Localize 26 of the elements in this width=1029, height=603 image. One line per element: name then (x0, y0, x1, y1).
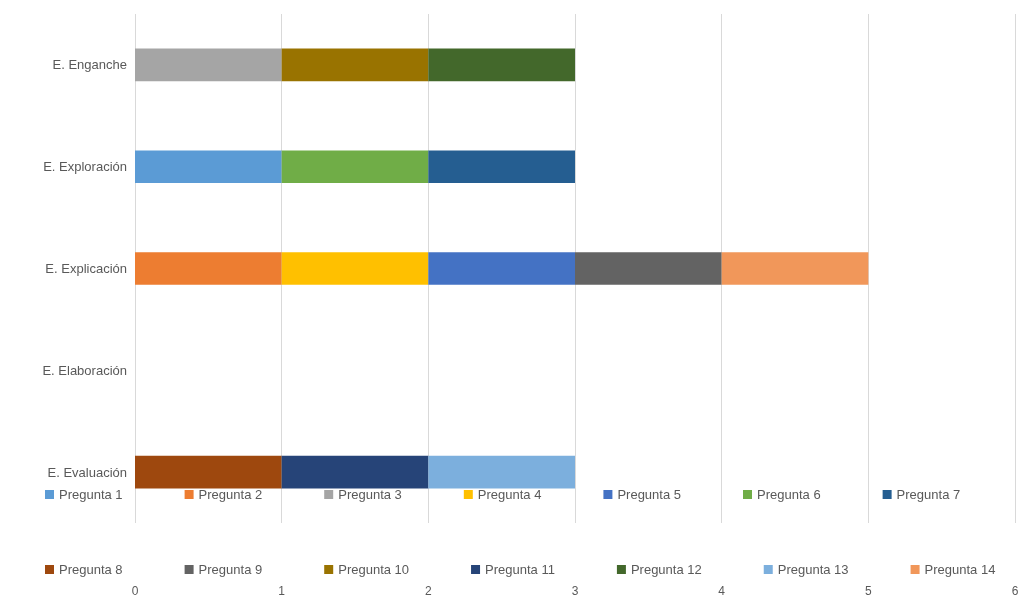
legend-label: Pregunta 9 (198, 562, 263, 577)
x-tick-label: 2 (424, 584, 432, 598)
legend-label: Pregunta 1 (59, 487, 123, 502)
legend-label: Pregunta 14 (924, 562, 996, 577)
y-tick-label: E. Exploración (43, 159, 127, 175)
legend-label: Pregunta 11 (485, 562, 555, 577)
x-tick-label: 5 (864, 584, 872, 598)
legend-label: Pregunta 6 (757, 487, 821, 502)
x-tick-label: 4 (718, 584, 726, 598)
y-tick-label: E. Evaluación (47, 464, 127, 480)
x-tick-label: 0 (131, 584, 139, 598)
legend-label: Pregunta 7 (896, 487, 961, 502)
legend-label: Pregunta 13 (777, 562, 849, 577)
legend-label: Pregunta 4 (477, 487, 542, 502)
legend-label: Pregunta 8 (59, 562, 123, 577)
legend-label: Pregunta 12 (630, 562, 702, 577)
y-tick-label: E. Elaboración (42, 362, 127, 378)
y-tick-label: E. Explicación (45, 261, 127, 276)
y-tick-label: E. Enganche (52, 57, 127, 73)
legend-label: Pregunta 5 (617, 487, 682, 502)
legend-label: Pregunta 10 (338, 562, 410, 577)
legend-label: Pregunta 2 (198, 487, 263, 502)
x-tick-label: 1 (278, 584, 286, 598)
x-tick-label: 3 (571, 584, 579, 598)
legend-label: Pregunta 3 (338, 487, 402, 502)
x-tick-label: 6 (1011, 584, 1019, 598)
